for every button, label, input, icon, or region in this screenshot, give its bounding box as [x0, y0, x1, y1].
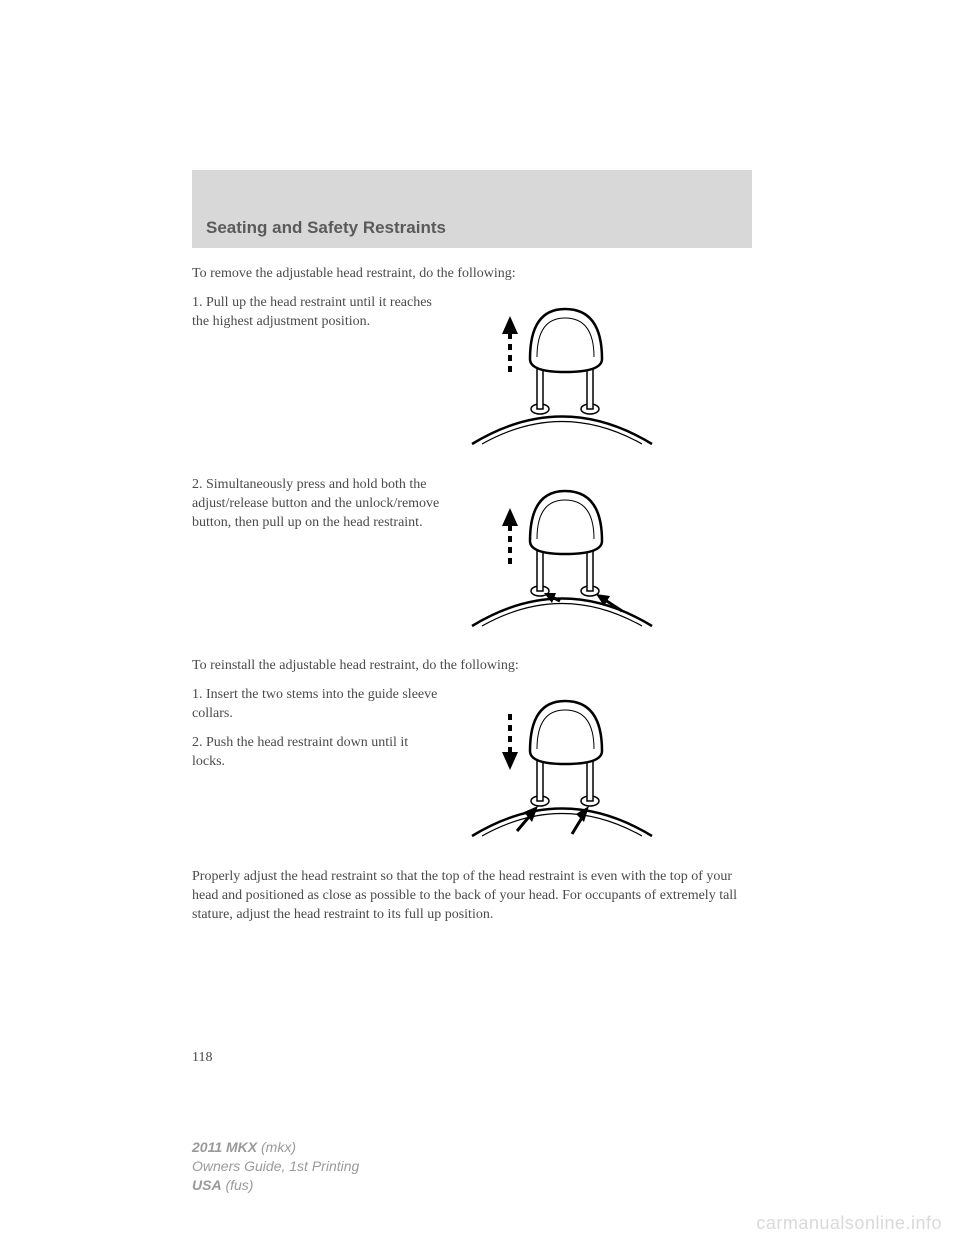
adjust-paragraph: Properly adjust the head restraint so th… [192, 868, 752, 925]
step-3-diagram [452, 686, 672, 846]
footer-line-2: Owners Guide, 1st Printing [192, 1157, 359, 1176]
step-2-diagram [452, 476, 672, 636]
step-3-4-row: 1. Insert the two stems into the guide s… [192, 686, 752, 846]
remove-intro: To remove the adjustable head restraint,… [192, 266, 752, 282]
watermark: carmanualsonline.info [756, 1213, 942, 1234]
footer-block: 2011 MKX (mkx) Owners Guide, 1st Printin… [192, 1138, 359, 1195]
step-2-text: 2. Simultaneously press and hold both th… [192, 476, 452, 533]
headrest-up-icon [462, 294, 662, 454]
step-2-row: 2. Simultaneously press and hold both th… [192, 476, 752, 636]
reinstall-intro: To reinstall the adjustable head restrai… [192, 658, 752, 674]
footer-region: USA [192, 1177, 222, 1193]
page-number: 118 [192, 1050, 212, 1066]
footer-line-3: USA (fus) [192, 1176, 359, 1195]
footer-model-code: (mkx) [257, 1139, 296, 1155]
step-3-4-text: 1. Insert the two stems into the guide s… [192, 686, 452, 772]
step-3-text: 1. Insert the two stems into the guide s… [192, 686, 442, 724]
step-1-diagram [452, 294, 672, 454]
footer-line-1: 2011 MKX (mkx) [192, 1138, 359, 1157]
headrest-press-up-icon [462, 476, 662, 636]
step-1-row: 1. Pull up the head restraint until it r… [192, 294, 752, 454]
headrest-down-icon [462, 686, 662, 846]
section-header: Seating and Safety Restraints [192, 170, 752, 248]
footer-region-code: (fus) [222, 1177, 254, 1193]
step-1-text: 1. Pull up the head restraint until it r… [192, 294, 452, 332]
footer-model: 2011 MKX [192, 1139, 257, 1155]
section-title: Seating and Safety Restraints [206, 218, 738, 238]
step-4-text: 2. Push the head restraint down until it… [192, 734, 442, 772]
